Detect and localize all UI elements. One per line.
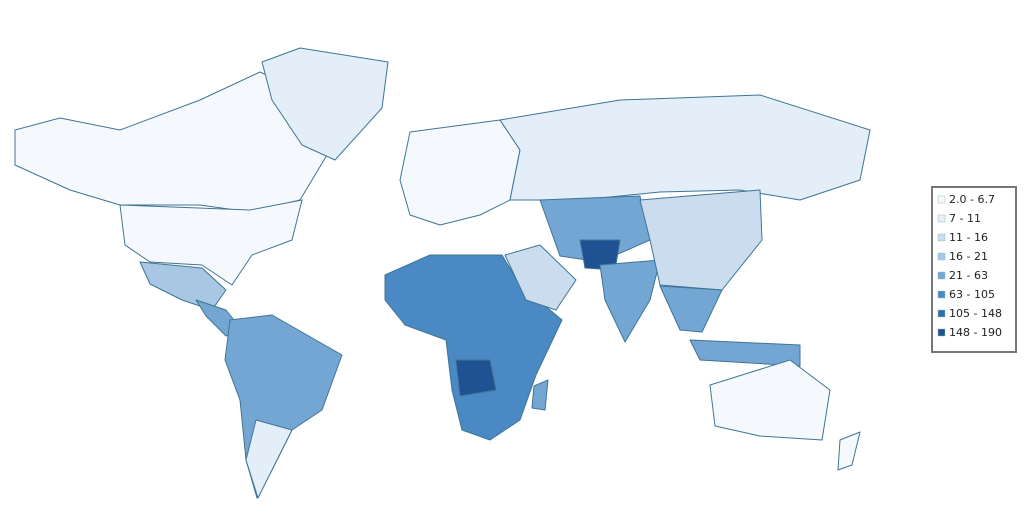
region (599, 259, 661, 343)
region (455, 359, 497, 397)
legend-label: 7 - 11 (949, 212, 981, 225)
legend-swatch (937, 290, 946, 299)
legend-swatch (937, 195, 946, 204)
legend-label: 148 - 190 (949, 326, 1002, 339)
legend-label: 11 - 16 (949, 231, 988, 244)
legend: 2.0 - 6.7 7 - 11 11 - 16 16 - 21 21 - 63 63 -… (931, 186, 1017, 353)
legend-swatch (937, 214, 946, 223)
legend-swatch (937, 233, 946, 242)
region (499, 94, 871, 201)
legend-swatch (937, 271, 946, 280)
legend-label: 16 - 21 (949, 250, 988, 263)
region (837, 431, 861, 471)
region (659, 285, 723, 333)
legend-swatch (937, 309, 946, 318)
region (504, 244, 577, 311)
region (119, 199, 303, 286)
region (245, 419, 293, 499)
legend-swatch (937, 252, 946, 261)
legend-swatch (937, 328, 946, 337)
region (689, 339, 801, 367)
world-map (14, 47, 871, 499)
region (709, 359, 831, 441)
region (384, 254, 563, 441)
region (539, 195, 651, 263)
legend-label: 105 - 148 (949, 307, 1002, 320)
region (639, 189, 763, 291)
legend-label: 2.0 - 6.7 (949, 193, 995, 206)
region (531, 379, 549, 411)
region (261, 47, 389, 161)
region (399, 119, 521, 226)
region (14, 71, 331, 213)
legend-label: 21 - 63 (949, 269, 988, 282)
region (224, 314, 343, 499)
legend-box (931, 186, 1017, 353)
legend-label: 63 - 105 (949, 288, 995, 301)
